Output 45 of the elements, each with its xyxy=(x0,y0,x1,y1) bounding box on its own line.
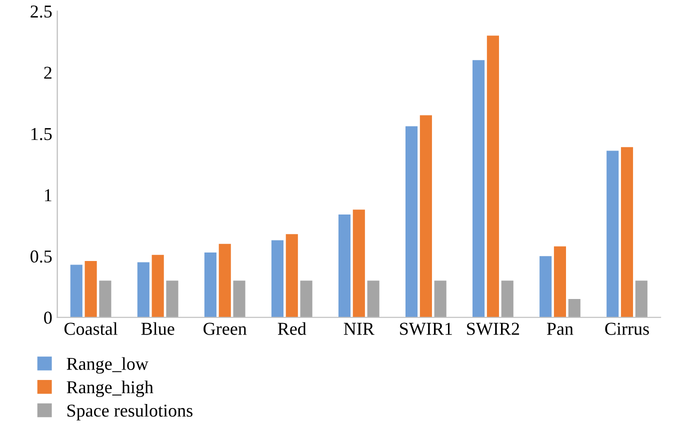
bar xyxy=(99,280,112,318)
bar xyxy=(420,115,432,318)
bar xyxy=(434,280,446,318)
x-tick-label: NIR xyxy=(344,322,374,335)
y-tick-label: 2.5 xyxy=(30,5,52,18)
bar xyxy=(271,240,284,318)
bar xyxy=(233,280,246,318)
x-tick-label: Blue xyxy=(141,322,174,335)
x-tick-label: SWIR2 xyxy=(467,322,520,336)
bar xyxy=(218,244,231,318)
legend-label: Space resulotions xyxy=(67,404,192,420)
legend-label: Range_high xyxy=(66,380,154,398)
bar xyxy=(137,262,150,318)
x-tick-label: Green xyxy=(204,322,247,335)
bar xyxy=(501,280,514,318)
x-tick-label: Coastal xyxy=(64,322,118,335)
bar xyxy=(338,214,351,318)
bar xyxy=(620,147,634,318)
bar xyxy=(204,252,216,318)
bar xyxy=(540,256,552,318)
bar xyxy=(367,280,380,318)
x-tick-label: Red xyxy=(278,322,306,335)
x-tick-label: SWIR1 xyxy=(400,322,452,336)
bar xyxy=(352,210,365,318)
bar xyxy=(166,280,178,318)
y-tick-label: 0.5 xyxy=(30,250,52,263)
legend-label: Range_low xyxy=(66,357,148,374)
y-tick-label: 1 xyxy=(44,189,52,202)
x-tick-label: Cirrus xyxy=(605,322,649,335)
y-tick-label: 2 xyxy=(44,66,52,79)
bar xyxy=(405,126,418,318)
bar xyxy=(84,261,97,318)
bar xyxy=(635,280,648,318)
x-tick-label: Pan xyxy=(546,322,574,335)
bar xyxy=(472,60,485,318)
bar xyxy=(606,150,619,318)
bar xyxy=(568,299,580,318)
bar xyxy=(152,254,164,318)
bar xyxy=(300,280,312,318)
bar xyxy=(70,264,82,318)
bar xyxy=(286,234,298,318)
bar xyxy=(486,36,499,318)
bar xyxy=(554,246,566,318)
y-tick-label: 1.5 xyxy=(31,128,52,140)
y-tick-label: 0 xyxy=(44,312,52,324)
